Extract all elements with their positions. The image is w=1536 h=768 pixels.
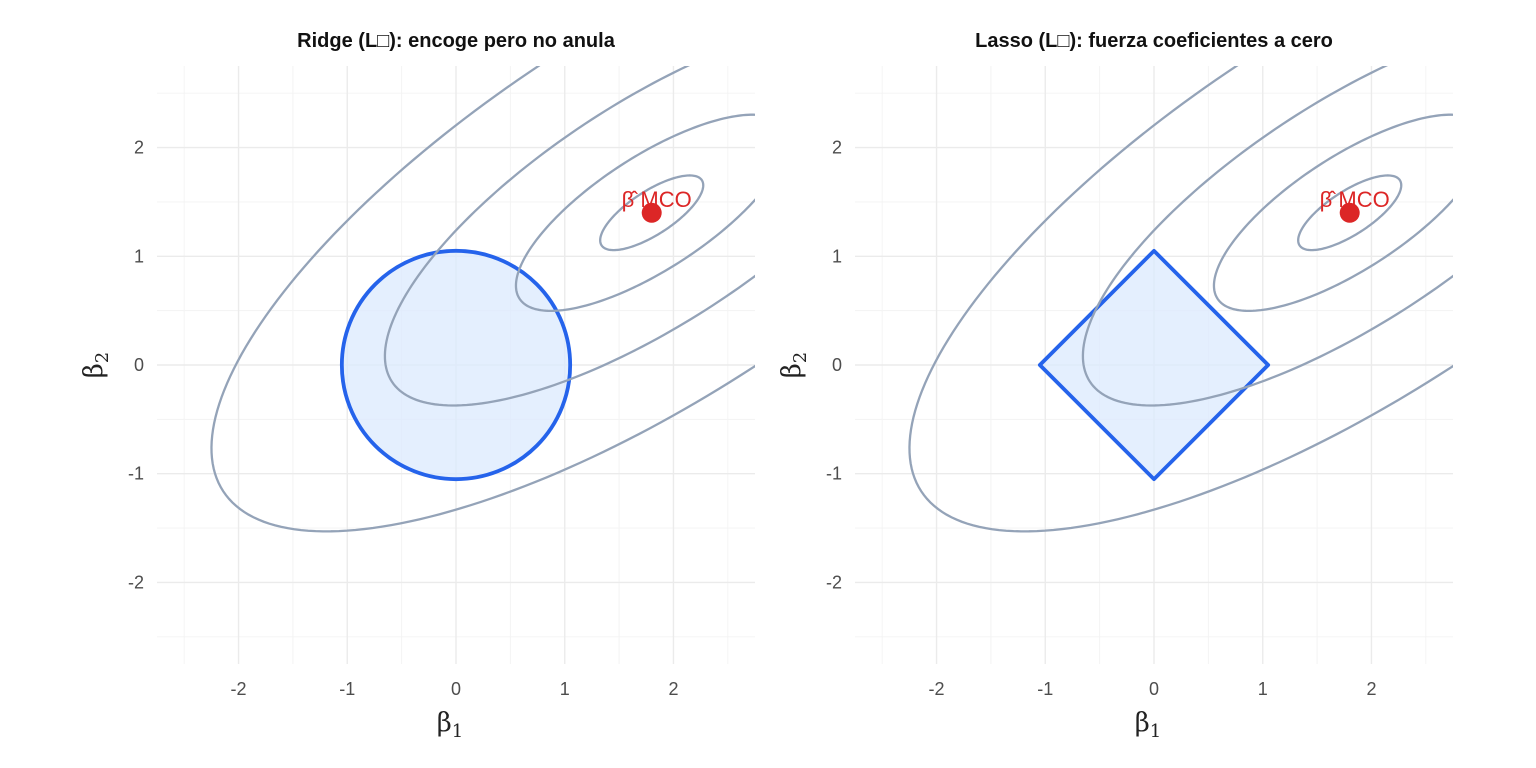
x-axis-label-subscript: 1 [1150, 721, 1161, 742]
y-tick-label: 2 [832, 138, 842, 158]
loss-contour-4 [210, 66, 755, 533]
chart-panel-1: β̂ MCO Ridge (L□): encoge pero no anula -2… [79, 30, 755, 742]
x-tick-label: 2 [1366, 679, 1376, 699]
ols-estimate-label: β̂ MCO [622, 187, 692, 212]
x-tick-label: -2 [231, 679, 247, 699]
loss-contour-2 [514, 113, 755, 313]
y-tick-label: 2 [134, 138, 144, 158]
loss-contour-3 [1081, 66, 1453, 407]
ridge-constraint-circle [339, 248, 573, 482]
y-tick-label: -1 [826, 464, 842, 484]
y-tick-label: 1 [134, 246, 144, 266]
y-tick-label: 0 [134, 355, 144, 375]
loss-contour-4 [908, 66, 1453, 533]
plot-area [210, 66, 755, 533]
plot-area [908, 66, 1453, 533]
loss-contour-2 [1212, 113, 1453, 313]
y-axis-label-subscript: 2 [92, 352, 113, 363]
x-tick-label: 1 [1258, 679, 1268, 699]
chart-title: Ridge (L□): encoge pero no anula [297, 30, 616, 52]
x-axis-label: β1 [437, 708, 463, 742]
x-tick-label: 1 [560, 679, 570, 699]
chart-panel-2: β̂ MCO Lasso (L□): fuerza coeficientes a … [777, 30, 1453, 742]
x-tick-label: -1 [1037, 679, 1053, 699]
lasso-constraint-diamond [1037, 248, 1271, 482]
y-axis-label: β2 [79, 352, 113, 378]
ols-estimate-point [641, 202, 662, 223]
x-tick-label: 2 [668, 679, 678, 699]
ols-estimate-label: β̂ MCO [1320, 187, 1390, 212]
x-axis-label-subscript: 1 [452, 721, 463, 742]
y-tick-label: -2 [128, 572, 144, 592]
x-tick-label: -2 [929, 679, 945, 699]
loss-contour-1 [599, 174, 705, 252]
y-axis-label: β2 [777, 352, 811, 378]
x-tick-label: -1 [339, 679, 355, 699]
y-axis-label-subscript: 2 [790, 352, 811, 363]
ols-estimate-point [1339, 202, 1360, 223]
y-tick-label: 0 [832, 355, 842, 375]
x-axis-label: β1 [1135, 708, 1161, 742]
y-tick-label: -2 [826, 572, 842, 592]
loss-contour-1 [1297, 174, 1403, 252]
y-tick-label: -1 [128, 464, 144, 484]
x-tick-label: 0 [1149, 679, 1159, 699]
chart-title: Lasso (L□): fuerza coeficientes a cero [975, 30, 1333, 52]
loss-contour-3 [383, 66, 755, 407]
y-tick-label: 1 [832, 246, 842, 266]
x-tick-label: 0 [451, 679, 461, 699]
